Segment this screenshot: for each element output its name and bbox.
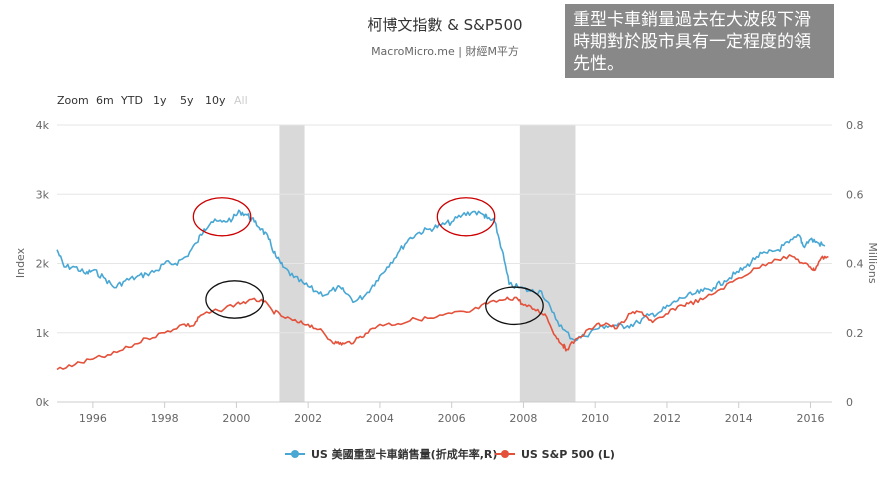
chart-title: 柯博文指數 & S&P500 bbox=[367, 16, 522, 34]
legend-label-sp500: US S&P 500 (L) bbox=[521, 448, 615, 461]
chart-subtitle: MacroMicro.me | 財經M平方 bbox=[371, 44, 519, 58]
axes: 0k 0 1k 0.2 2k 0.4 3k 0.6 4k 0.8 1996 1998 2000 2002 2… bbox=[36, 119, 864, 425]
zoom-label: Zoom bbox=[57, 94, 89, 107]
zoom-6m-button[interactable]: 6m bbox=[96, 94, 114, 107]
x-tick-label: 2000 bbox=[222, 412, 250, 425]
highlight-circle-sp500-2000 bbox=[205, 280, 264, 319]
zoom-1y-button[interactable]: 1y bbox=[153, 94, 167, 107]
grid-lines bbox=[57, 124, 832, 403]
series-lines bbox=[56, 209, 829, 371]
highlight-circle-sp500-2007 bbox=[485, 286, 544, 326]
series-line-sp500 bbox=[56, 254, 829, 371]
y-right-tick-label: 0.4 bbox=[846, 258, 864, 271]
zoom-5y-button[interactable]: 5y bbox=[180, 94, 194, 107]
highlight-circle-truck-2006 bbox=[436, 197, 496, 237]
x-tick-label: 2002 bbox=[294, 412, 322, 425]
highlight-circles bbox=[192, 197, 544, 326]
y-left-tick-label: 0k bbox=[36, 396, 50, 409]
y-right-tick-label: 0 bbox=[846, 396, 853, 409]
x-tick-label: 2006 bbox=[438, 412, 466, 425]
y-left-tick-label: 3k bbox=[36, 188, 50, 201]
legend-item-sp500[interactable]: US S&P 500 (L) bbox=[495, 448, 615, 461]
y-axis-right-title: Millions bbox=[866, 242, 879, 283]
y-left-tick-label: 2k bbox=[36, 258, 50, 271]
legend-marker-truck bbox=[291, 450, 299, 458]
y-axis-left-title: Index bbox=[14, 247, 27, 278]
x-tick-label: 2016 bbox=[796, 412, 824, 425]
zoom-controls: Zoom 6m YTD 1y 5y 10y All bbox=[57, 94, 248, 107]
legend-label-truck: US 美國重型卡車銷售量(折成年率,R) bbox=[311, 447, 497, 461]
y-right-tick-label: 0.6 bbox=[846, 188, 864, 201]
x-tick-label: 1996 bbox=[79, 412, 107, 425]
y-right-tick-label: 0.2 bbox=[846, 327, 864, 340]
legend-marker-sp500 bbox=[501, 450, 509, 458]
annotation-box: 重型卡車銷量過去在大波段下滑時期對於股市具有一定程度的領先性。 bbox=[565, 4, 834, 78]
x-tick-label: 2008 bbox=[509, 412, 537, 425]
x-tick-label: 2010 bbox=[581, 412, 609, 425]
series-line-truck bbox=[56, 209, 826, 342]
x-tick-label: 2004 bbox=[366, 412, 394, 425]
highlight-circle-truck-1999 bbox=[192, 197, 252, 237]
zoom-ytd-button[interactable]: YTD bbox=[120, 94, 143, 107]
zoom-10y-button[interactable]: 10y bbox=[205, 94, 226, 107]
y-left-tick-label: 1k bbox=[36, 327, 50, 340]
legend: US 美國重型卡車銷售量(折成年率,R) US S&P 500 (L) bbox=[285, 447, 615, 461]
y-left-tick-label: 4k bbox=[36, 119, 50, 132]
legend-item-truck[interactable]: US 美國重型卡車銷售量(折成年率,R) bbox=[285, 447, 497, 461]
y-right-tick-label: 0.8 bbox=[846, 119, 864, 132]
x-tick-label: 2012 bbox=[653, 412, 681, 425]
x-tick-label: 2014 bbox=[725, 412, 753, 425]
x-tick-label: 1998 bbox=[151, 412, 179, 425]
zoom-all-button[interactable]: All bbox=[234, 94, 248, 107]
